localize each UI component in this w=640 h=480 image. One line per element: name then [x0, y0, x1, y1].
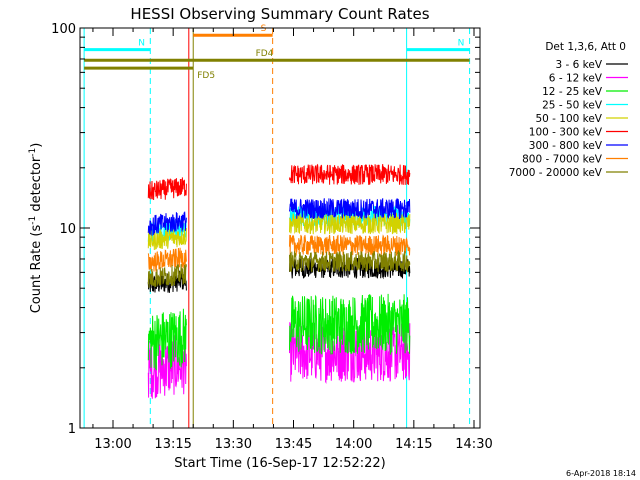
x-tick-label-3: 13:45: [275, 437, 312, 452]
x-axis-label: Start Time (16-Sep-17 12:52:22): [174, 456, 385, 471]
series-trace-2-1: [289, 293, 411, 355]
y-tick-label-2: 100: [51, 22, 76, 37]
chart-title: HESSI Observing Summary Count Rates: [130, 5, 429, 23]
series-trace-5-1: [289, 163, 411, 185]
series-trace-6-1: [289, 198, 411, 220]
annotation-label-3: FD4: [256, 49, 274, 59]
annotation-label-2: S: [261, 24, 267, 34]
series-trace-2-0: [147, 308, 187, 371]
legend-label-5: 100 - 300 keV: [529, 127, 603, 139]
legend-label-1: 6 - 12 keV: [549, 73, 603, 85]
x-tick-label-1: 13:15: [154, 437, 191, 452]
plot-frame: [79, 27, 481, 429]
legend-label-7: 800 - 7000 keV: [522, 154, 603, 166]
x-tick-label-6: 14:30: [455, 437, 492, 452]
annotation-label-0: N: [138, 39, 145, 49]
x-tick-label-5: 14:15: [395, 437, 432, 452]
x-tick-label-4: 14:00: [335, 437, 372, 452]
series-trace-8-0: [147, 264, 187, 288]
x-tick-label-0: 13:00: [94, 437, 131, 452]
legend-label-0: 3 - 6 keV: [555, 59, 602, 71]
annotation-label-1: N: [458, 39, 465, 49]
y-axis-label: Count Rate (s-1 detector-1): [28, 143, 44, 314]
legend-label-4: 50 - 100 keV: [535, 113, 602, 125]
y-tick-label-0: 1: [68, 422, 76, 437]
x-tick-label-2: 13:30: [215, 437, 252, 452]
y-tick-label-1: 10: [59, 222, 76, 237]
legend-label-8: 7000 - 20000 keV: [509, 167, 603, 179]
series-trace-8-1: [289, 249, 411, 273]
legend-label-2: 12 - 25 keV: [542, 86, 603, 98]
generation-timestamp: 6-Apr-2018 18:14: [566, 469, 636, 478]
series-trace-6-0: [147, 211, 187, 236]
legend-label-6: 300 - 800 keV: [529, 140, 603, 152]
legend-label-3: 25 - 50 keV: [542, 100, 603, 112]
series-trace-7-0: [147, 247, 187, 273]
series-trace-5-0: [147, 177, 187, 201]
annotation-label-4: FD5: [197, 71, 215, 81]
legend-title: Det 1,3,6, Att 0: [545, 41, 626, 53]
